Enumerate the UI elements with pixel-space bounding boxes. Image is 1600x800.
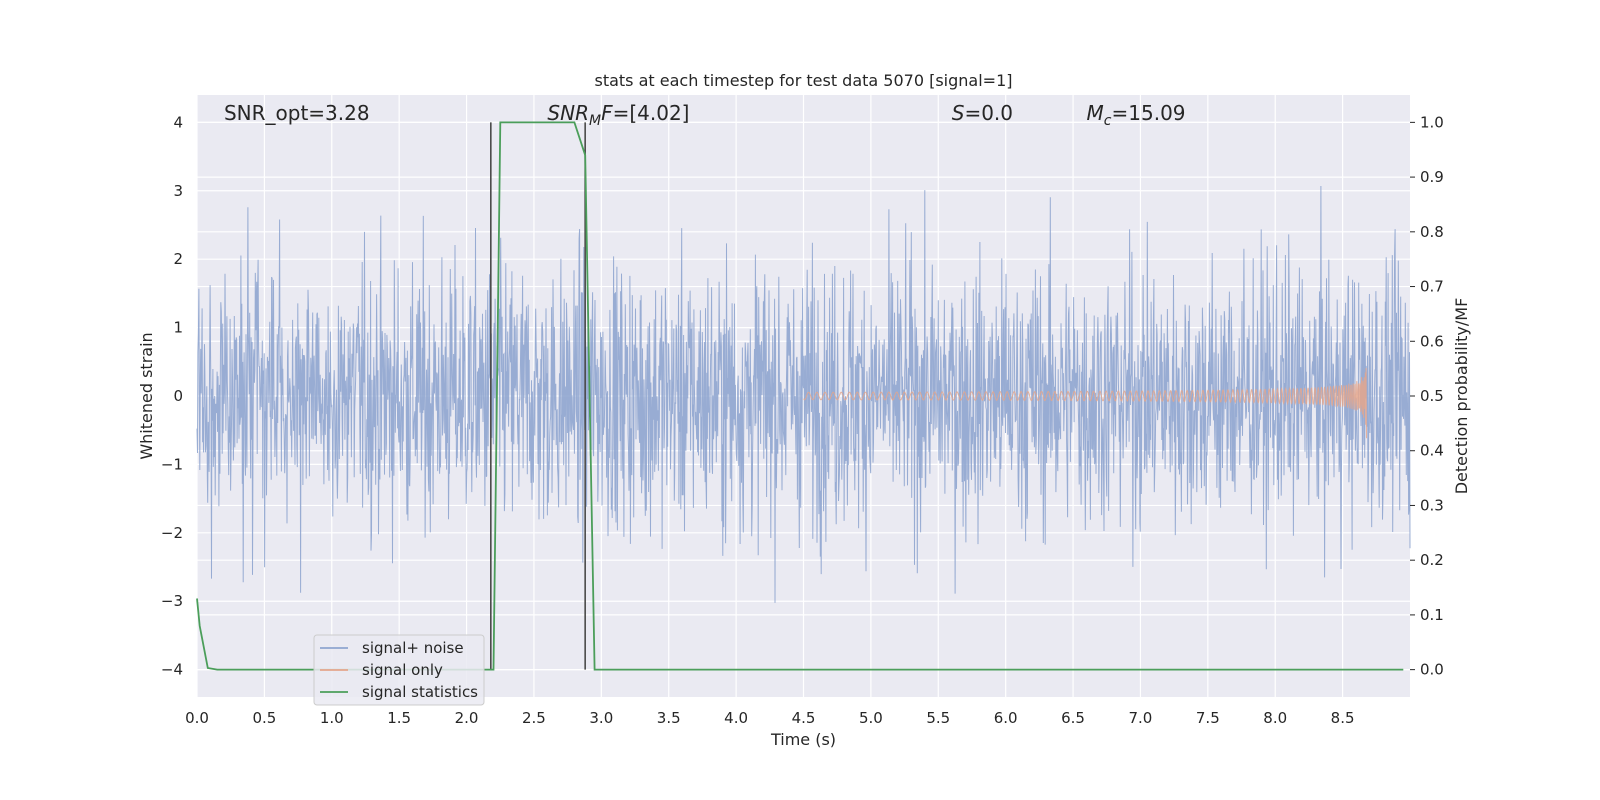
x-tick-label: 2.0 [455,709,479,727]
y-left-tick-label: 1 [173,319,183,337]
legend: signal+ noise signal only signal statist… [313,634,485,706]
signal-statistics-series [196,121,1404,671]
signal-statistics-line [196,121,1404,671]
y-right-tick-label: 0.1 [1420,606,1444,624]
y-right-tick-label: 0.8 [1420,223,1444,241]
x-tick-label: 7.5 [1196,709,1220,727]
y-right-tick-label: 0.4 [1420,442,1444,460]
vertical-markers [490,122,586,670]
y-right-tick-label: 0.5 [1420,387,1444,405]
x-tick-label: 3.0 [589,709,613,727]
y-right-tick-label: 0.6 [1420,332,1444,350]
chart-title: stats at each timestep for test data 507… [594,71,1012,90]
x-tick-label: 1.0 [320,709,344,727]
annotation-value: =15.09 [1112,101,1186,125]
annotation-symbol-tail: F [601,101,613,125]
x-tick-label: 4.5 [792,709,816,727]
y-left-tick-label: −3 [161,592,183,610]
annotation-symbol: SNR [547,101,589,125]
x-tick-label: 5.0 [859,709,883,727]
legend-box [313,634,485,706]
annotation-value: =[4.02] [613,101,690,125]
x-tick-label: 6.0 [994,709,1018,727]
annotation-snr-opt: SNR_opt=3.28 [224,101,370,125]
y-left-tick-label: 4 [173,113,183,131]
annotation-value: =0.0 [964,101,1013,125]
legend-label-signal-only: signal only [362,661,443,679]
signal-only-series [803,367,1367,439]
x-tick-label: 4.0 [724,709,748,727]
y-axis-right-label: Detection probability/MF [1452,298,1471,495]
annotation-symbol: S [952,101,965,125]
y-left-tick-label: −4 [161,661,183,679]
y-right-tick-label: 0.2 [1420,551,1444,569]
annotation-subscript: c [1104,113,1112,129]
y-left-tick-label: 3 [173,182,183,200]
x-tick-label: 8.0 [1263,709,1287,727]
y-left-tick-label: −2 [161,524,183,542]
annotation-symbol: M [1087,101,1104,125]
x-tick-label: 5.5 [926,709,950,727]
legend-label-signal-statistics: signal statistics [362,683,478,701]
x-tick-label: 6.5 [1061,709,1085,727]
x-tick-label: 1.5 [387,709,411,727]
annotation-subscript: M [589,113,601,129]
x-tick-label: 3.5 [657,709,681,727]
tick-layer: 0.0 0.5 1.0 1.5 2.0 2.5 3.0 3.5 4.0 4.5 5.0 5.5 6.0 6… [161,113,1444,727]
annotation-mc: Mc=15.09 [1087,101,1186,129]
x-axis-label: Time (s) [770,730,836,749]
y-left-tick-label: −1 [161,455,183,473]
y-left-tick-label: 2 [173,250,183,268]
x-tick-label: 0.5 [252,709,276,727]
legend-label-signal-noise: signal+ noise [362,639,464,657]
signal-noise-series [196,185,1411,603]
y-right-tick-label: 0.7 [1420,278,1444,296]
y-right-tick-label: 0.0 [1420,661,1444,679]
annotation-layer: SNR_opt=3.28 SNRMF=[4.02] S=0.0 Mc=15.09 [224,101,1186,129]
annotation-snr-mf: SNRMF=[4.02] [547,101,689,129]
y-left-tick-label: 0 [173,387,183,405]
y-right-tick-label: 0.3 [1420,496,1444,514]
y-right-tick-label: 1.0 [1420,113,1444,131]
x-tick-label: 8.5 [1331,709,1355,727]
y-axis-left-label: Whitened strain [137,332,156,459]
annotation-s: S=0.0 [952,101,1013,125]
x-tick-label: 7.0 [1129,709,1153,727]
x-tick-label: 0.0 [185,709,209,727]
x-tick-label: 2.5 [522,709,546,727]
y-right-tick-label: 0.9 [1420,168,1444,186]
signal-only-line [803,367,1367,439]
signal-noise-line [196,185,1411,603]
